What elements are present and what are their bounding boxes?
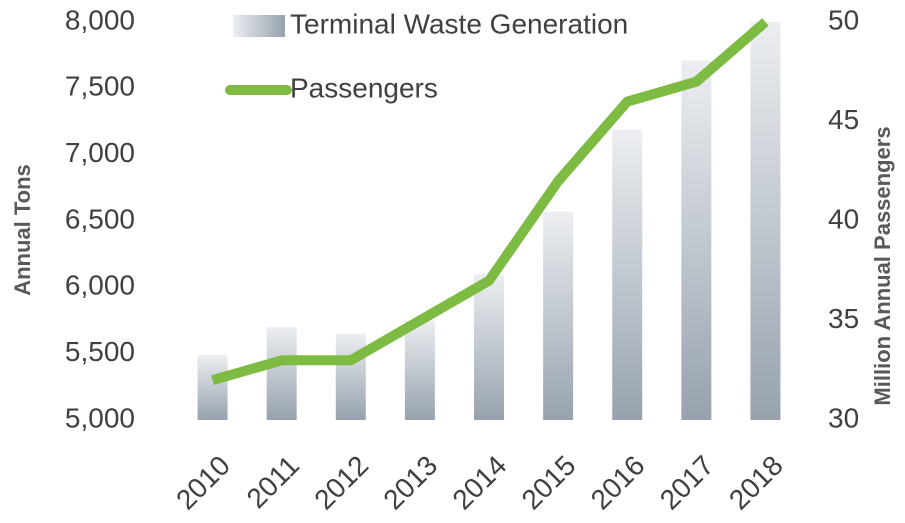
y-tick-label: 5,500 — [65, 336, 135, 367]
y2-tick-label: 50 — [828, 4, 859, 35]
y2-tick-label: 45 — [828, 104, 859, 135]
y2-tick-label: 40 — [828, 203, 859, 234]
bar — [612, 129, 643, 420]
y2-tick-label: 30 — [828, 402, 859, 433]
bar — [474, 274, 504, 420]
x-tick-label: 2010 — [170, 450, 236, 516]
bar — [197, 354, 228, 420]
bar — [681, 60, 712, 421]
bar — [266, 327, 297, 420]
x-tick-label: 2015 — [516, 450, 582, 516]
y-tick-label: 8,000 — [65, 4, 135, 35]
x-tick-label: 2011 — [241, 450, 306, 515]
y-tick-label: 6,000 — [65, 270, 135, 301]
line — [211, 18, 769, 386]
y-tick-label: 6,500 — [65, 203, 135, 234]
x-tick-label: 2018 — [723, 450, 789, 516]
x-tick-label: 2012 — [308, 450, 374, 516]
y-tick-label: 7,500 — [65, 71, 135, 102]
bar — [543, 211, 574, 420]
y-tick-label: 5,000 — [65, 402, 135, 433]
y2-tick-label: 35 — [828, 303, 859, 334]
legend-label: Terminal Waste Generation — [290, 8, 628, 39]
legend-label: Passengers — [290, 72, 438, 103]
y-tick-label: 7,000 — [65, 137, 135, 168]
bar — [335, 333, 366, 420]
y-axis-title: Annual Tons — [10, 164, 35, 296]
bar — [404, 320, 435, 420]
x-tick-label: 2014 — [446, 450, 512, 516]
x-tick-label: 2013 — [377, 450, 443, 516]
legend-swatch — [233, 15, 285, 37]
x-tick-label: 2016 — [585, 450, 651, 516]
x-tick-label: 2017 — [654, 450, 720, 516]
y2-axis-title: Million Annual Passengers — [870, 126, 895, 405]
bar — [750, 22, 781, 420]
